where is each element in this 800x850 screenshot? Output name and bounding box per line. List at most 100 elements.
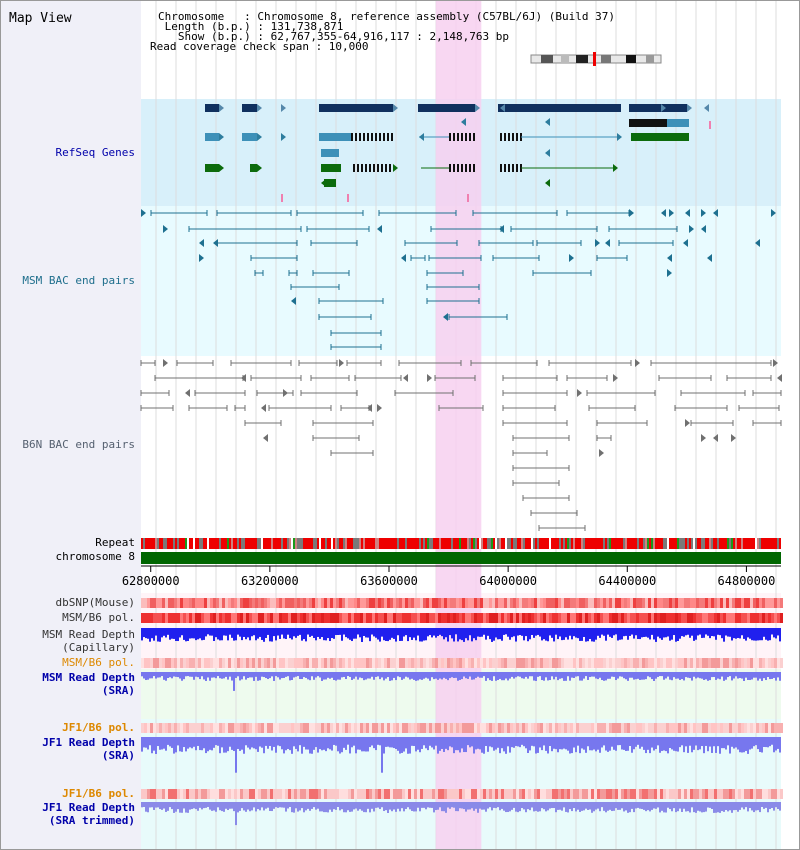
track-label-refseq[interactable]: RefSeq Genes (55, 146, 135, 159)
jf1-depth-trimmed-bar (273, 802, 275, 809)
msm-depth-sra-bar (753, 672, 755, 678)
track-label-jf1-pol[interactable]: JF1/B6 pol. (62, 721, 135, 734)
dbsnp-heat-cell (234, 598, 237, 608)
repeat-block (341, 538, 343, 549)
repeat-block (169, 538, 171, 549)
jf1-depth-trimmed-bar (317, 802, 319, 809)
jf1-depth-trimmed-bar (281, 802, 283, 808)
jf1-depth-bar (341, 737, 343, 753)
jf1-depth-bar (249, 737, 251, 750)
msm-depth-capillary-bar (591, 628, 593, 642)
msm-b6-pol-sra-heat-cell (780, 658, 783, 668)
dbsnp-heat-cell (429, 598, 432, 608)
dbsnp-heat-cell (339, 598, 342, 608)
track-label-chromosome[interactable]: chromosome 8 (55, 550, 135, 563)
dbsnp-heat-cell (606, 598, 609, 608)
jf1-depth-bar (769, 737, 771, 747)
repeat-block (707, 538, 709, 549)
jf1-pol-heat-cell (588, 723, 591, 733)
repeat-block (689, 538, 691, 549)
msm-b6-pol-sra-heat-cell (408, 658, 411, 668)
repeat-block (635, 538, 637, 549)
jf1-depth-bar (615, 737, 617, 751)
track-label-jf1-pol-2[interactable]: JF1/B6 pol. (62, 787, 135, 800)
jf1-depth-trimmed-bar (319, 802, 321, 812)
dbsnp-heat-cell (750, 598, 753, 608)
jf1-depth-trimmed-bar (477, 802, 479, 813)
jf1-depth-bar (689, 737, 691, 746)
msm-b6-pol-sra-heat-cell (591, 658, 594, 668)
msm-depth-sra-bar (145, 672, 147, 681)
msm-depth-capillary-bar (409, 628, 411, 638)
track-label-dbsnp[interactable]: dbSNP(Mouse) (55, 596, 135, 609)
msm-b6-pol-sra-heat-cell (474, 658, 477, 668)
jf1-pol-heat-cell (750, 723, 753, 733)
track-label-msm-bac[interactable]: MSM BAC end pairs (22, 274, 135, 287)
msm-b6-pol-heat-cell (348, 613, 351, 623)
jf1-pol-heat-cell (351, 723, 354, 733)
repeat-block (157, 538, 159, 549)
track-label-msm-b6-pol-sra[interactable]: MSM/B6 pol. (62, 656, 135, 669)
repeat-block (447, 538, 449, 549)
jf1-depth-bar (497, 737, 499, 748)
jf1-depth-trimmed-bar (247, 802, 249, 810)
msm-depth-sra-bar (655, 672, 657, 679)
msm-depth-sra-bar (405, 672, 407, 677)
jf1-depth-bar (723, 737, 725, 749)
msm-depth-sra-bar (735, 672, 737, 677)
msm-b6-pol-sra-heat-cell (402, 658, 405, 668)
dbsnp-heat-cell (303, 598, 306, 608)
msm-b6-pol-heat-cell (489, 613, 492, 623)
msm-depth-sra-bar (283, 672, 285, 678)
jf1-pol-heat-cell (738, 723, 741, 733)
repeat-block (231, 538, 233, 549)
track-label-msm-b6-pol[interactable]: MSM/B6 pol. (62, 611, 135, 624)
msm-depth-capillary-bar (359, 628, 361, 638)
jf1-depth-bar (285, 737, 287, 751)
msm-depth-sra-bar (339, 672, 341, 680)
msm-b6-pol-heat-cell (204, 613, 207, 623)
jf1-depth-bar (493, 737, 495, 751)
track-label-msm-depth-capillary[interactable]: MSM Read Depth (42, 628, 135, 641)
jf1-pol2-heat-cell (327, 789, 330, 799)
msm-b6-pol-heat-cell (258, 613, 261, 623)
jf1-pol-heat-cell (360, 723, 363, 733)
jf1-pol2-heat-cell (186, 789, 189, 799)
jf1-pol2-heat-cell (387, 789, 390, 799)
repeat-block (757, 538, 759, 549)
track-label-b6n-bac[interactable]: B6N BAC end pairs (22, 438, 135, 451)
msm-b6-pol-heat-cell (624, 613, 627, 623)
jf1-depth-bar (209, 737, 211, 750)
track-label-jf1-depth-trimmed[interactable]: JF1 Read Depth (42, 801, 135, 814)
repeat-block (251, 538, 253, 549)
jf1-pol-heat-cell (570, 723, 573, 733)
msm-b6-pol-heat-cell (336, 613, 339, 623)
jf1-pol2-heat-cell (675, 789, 678, 799)
repeat-block (363, 538, 365, 549)
msm-depth-capillary-bar (563, 628, 565, 640)
msm-depth-capillary-bar (195, 628, 197, 641)
jf1-depth-trimmed-bar (639, 802, 641, 809)
repeat-block (459, 538, 461, 549)
gene-strand-arrow (704, 104, 709, 112)
track-label-jf1-depth[interactable]: JF1 Read Depth (42, 736, 135, 749)
msm-depth-sra-bar (589, 672, 591, 678)
track-label-repeat[interactable]: Repeat (95, 536, 135, 549)
msm-depth-capillary-bar (223, 628, 225, 636)
track-label-msm-depth-sra[interactable]: MSM Read Depth (42, 671, 135, 684)
jf1-depth-trimmed-bar (625, 802, 627, 811)
msm-bac-pair-arrow (163, 225, 168, 233)
jf1-pol-heat-cell (630, 723, 633, 733)
msm-depth-capillary-bar (403, 628, 405, 637)
msm-b6-pol-heat-cell (453, 613, 456, 623)
jf1-pol-heat-cell (438, 723, 441, 733)
msm-b6-pol-heat-cell (741, 613, 744, 623)
msm-depth-sra-bar (323, 672, 325, 680)
jf1-depth-bar (471, 737, 473, 747)
msm-b6-pol-heat-cell (444, 613, 447, 623)
repeat-block (275, 538, 277, 549)
jf1-depth-trimmed-bar (443, 802, 445, 812)
jf1-pol-heat-cell (696, 723, 699, 733)
jf1-pol2-heat-cell (441, 789, 444, 799)
